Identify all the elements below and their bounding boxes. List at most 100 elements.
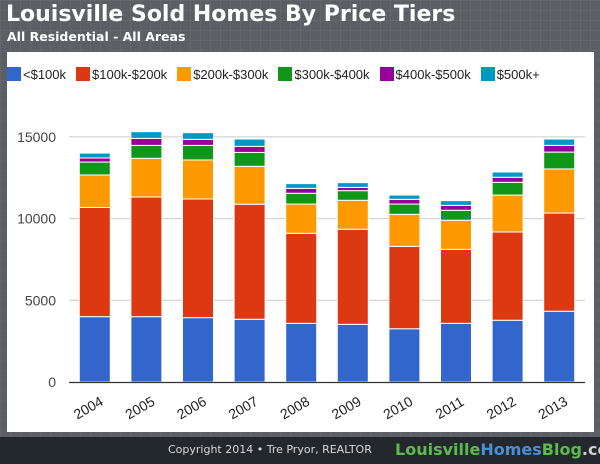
bar-segment (440, 204, 472, 211)
x-tick-label: 2004 (71, 393, 106, 423)
bar-segment (491, 181, 524, 196)
legend-label: $200k-$300k (193, 66, 269, 82)
bar-segment (285, 322, 318, 383)
x-tick-label: 2013 (535, 393, 570, 423)
bar-segment (130, 137, 163, 146)
bar-segment (182, 144, 214, 161)
x-tick-label: 2007 (226, 393, 261, 423)
x-tick-label: 2012 (484, 393, 519, 423)
stacked-bar-chart: 0 5000 10000 15000 2004 2005 2006 2007 2008 2009 2… (17, 129, 585, 423)
legend-label: $500k+ (496, 66, 540, 82)
bar-segment (388, 194, 421, 200)
bar-segment (78, 161, 111, 176)
bar-segment (78, 152, 111, 159)
y-tick-label: 0 (48, 374, 56, 390)
bar-segment (491, 194, 524, 233)
bar-segment (543, 310, 576, 383)
legend-label: <$100k (23, 66, 67, 82)
bar-segment (336, 190, 369, 201)
bar-segment (336, 182, 369, 188)
bar-segment (130, 144, 163, 159)
y-tick-label: 5000 (25, 292, 56, 308)
bar-segment (440, 209, 472, 221)
legend-item: <$100k (7, 67, 66, 82)
legend-swatch (7, 67, 21, 81)
bar-segment (440, 322, 472, 383)
legend-swatch (278, 67, 293, 81)
legend: <$100k $100k-$200k $200k-$300k $300k-$400k $… (7, 66, 550, 82)
bar-segment (543, 168, 576, 214)
bar-segment (233, 138, 266, 147)
brand-part-com: .com (581, 440, 600, 459)
bar-segment (388, 198, 421, 205)
bar-segment (440, 219, 472, 250)
x-tick-label: 2009 (329, 393, 364, 423)
x-tick-label: 2005 (122, 393, 157, 423)
legend-swatch (379, 67, 394, 81)
bar-segment (182, 198, 214, 319)
brand-part-homes: Homes (480, 440, 542, 459)
bar-segment (182, 317, 214, 383)
bar-segment (543, 212, 576, 312)
bar-segment (543, 144, 576, 153)
legend-swatch (177, 67, 192, 81)
bar-segment (78, 206, 111, 318)
bar-segment (182, 132, 214, 140)
bar-segment (336, 323, 369, 383)
bar-segment (440, 200, 472, 206)
legend-label: $300k-$400k (294, 66, 370, 82)
legend-item: $500k+ (480, 66, 540, 82)
brand-part-blog: Blog (541, 440, 582, 459)
chart-subtitle: All Residential - All Areas (7, 29, 186, 44)
legend-swatch (76, 67, 91, 81)
x-tick-label: 2006 (174, 393, 209, 423)
bar-segment (233, 318, 266, 383)
bar-segment (388, 213, 421, 247)
bar-segment (285, 232, 318, 324)
legend-item: $300k-$400k (278, 66, 370, 82)
x-tick-label: 2011 (432, 393, 466, 422)
x-tick-label: 2008 (277, 393, 312, 423)
x-tick-label: 2010 (380, 393, 415, 423)
legend-swatch (480, 67, 495, 81)
bar-segment (491, 171, 524, 178)
bar-segment (233, 151, 266, 167)
bar-segment (78, 174, 111, 208)
bar-segment (336, 228, 369, 325)
bar-segment (182, 159, 214, 200)
bar-segment (440, 248, 472, 324)
brand-part-louisville: Louisville (395, 440, 481, 459)
copyright-text: Copyright 2014 • Tre Pryor, REALTOR (168, 443, 372, 456)
bar-segment (543, 138, 576, 146)
bar-segment (388, 203, 421, 215)
legend-item: $100k-$200k (76, 67, 167, 82)
bar-segment (285, 192, 318, 205)
bar-segment (543, 151, 576, 170)
bar-segment (491, 231, 524, 321)
bar-segment (233, 165, 266, 205)
bar-segment (130, 157, 163, 198)
y-tick-label: 15000 (17, 129, 56, 145)
bar-segment (182, 138, 214, 146)
bar-segment (491, 176, 524, 183)
bar-segment (285, 183, 318, 189)
bar-segment (78, 157, 111, 163)
legend-item: $400k-$500k (379, 66, 471, 82)
bar-segment (388, 245, 421, 330)
bar-segment (78, 316, 111, 383)
brand-logo[interactable]: LouisvilleHomesBlog.com (395, 440, 600, 459)
bar-segment (130, 196, 163, 318)
y-tick-label: 10000 (17, 211, 56, 227)
footer (0, 437, 600, 464)
bar-segment (233, 203, 266, 320)
bar-segment (491, 319, 524, 383)
bar-segment (285, 187, 318, 194)
legend-label: $100k-$200k (92, 66, 168, 82)
bar-segment (130, 131, 163, 139)
bar-segment (285, 203, 318, 234)
bar-segment (388, 328, 421, 383)
legend-item: $200k-$300k (177, 67, 268, 82)
legend-label: $400k-$500k (395, 66, 471, 82)
chart-title: Louisville Sold Homes By Price Tiers (6, 2, 456, 27)
bar-segment (233, 145, 266, 153)
